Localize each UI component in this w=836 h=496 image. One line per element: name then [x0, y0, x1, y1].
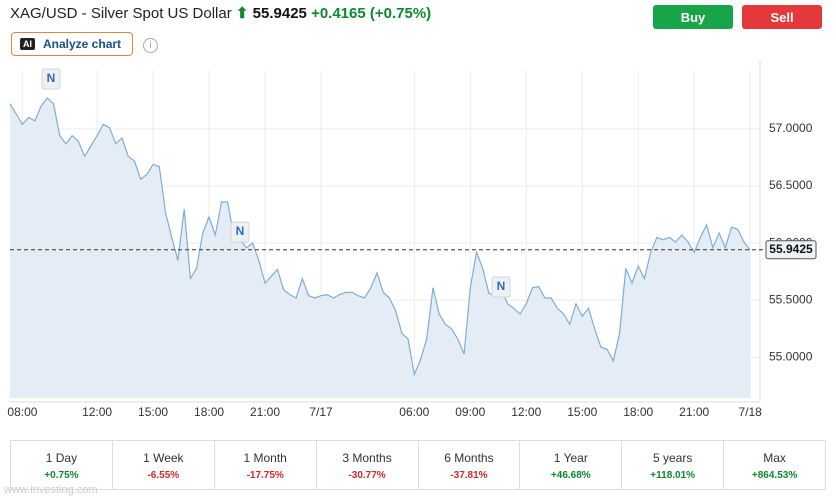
period-change: +118.01%	[650, 470, 696, 481]
area	[10, 98, 751, 398]
chart: 55.000055.500056.000056.500057.000008:00…	[7, 60, 817, 419]
x-tick-label: 08:00	[7, 405, 37, 419]
x-tick-label: 09:00	[455, 405, 485, 419]
news-marker	[230, 221, 250, 243]
symbol: XAG/USD - Silver Spot US Dollar	[10, 5, 232, 22]
period-label: 1 Week	[143, 451, 184, 465]
period-label: 1 Year	[553, 451, 588, 465]
x-tick-label: 7/18	[739, 405, 763, 419]
x-tick-label: 21:00	[679, 405, 709, 419]
x-tick-label: 15:00	[138, 405, 168, 419]
analyze-label: Analyze chart	[43, 37, 122, 51]
period-cell[interactable]: 1 Day +0.75%	[11, 441, 113, 489]
x-tick-label: 15:00	[567, 405, 597, 419]
line	[9, 97, 751, 377]
ai-badge: AI	[20, 38, 35, 50]
period-change: +0.75%	[44, 470, 79, 481]
x-tick-label: 18:00	[623, 405, 653, 419]
y-tick-label: 57.0000	[769, 121, 813, 135]
x-tick-label: 21:00	[250, 405, 280, 419]
period-label: Max	[763, 451, 786, 465]
period-cell[interactable]: 1 Week -6.55%	[113, 441, 215, 489]
last-price-box	[765, 240, 817, 260]
period-cell[interactable]: Max +864.53%	[724, 441, 825, 489]
period-table: 1 Day +0.75% 1 Week -6.55% 1 Month -17.75% 3 M…	[10, 440, 826, 490]
news-marker	[491, 276, 511, 298]
news-marker-label: N	[236, 224, 245, 238]
period-cell[interactable]: 1 Month -17.75%	[215, 441, 317, 489]
up-arrow: ⬆	[235, 5, 249, 22]
x-tick-label: 7/17	[309, 405, 333, 419]
change: +0.4165	[311, 5, 366, 22]
last-price-label: 55.9425	[769, 242, 813, 256]
period-change: -37.81%	[450, 470, 488, 481]
period-label: 3 Months	[342, 451, 392, 465]
news-marker-label: N	[497, 279, 506, 293]
period-cell[interactable]: 5 years +118.01%	[622, 441, 725, 489]
period-change: -30.77%	[348, 470, 386, 481]
period-label: 1 Day	[45, 451, 78, 465]
x-tick-label: 18:00	[194, 405, 224, 419]
period-label: 1 Month	[243, 451, 287, 465]
news-marker	[41, 68, 61, 90]
analyze-button[interactable]: AI Analyze chart	[11, 32, 133, 56]
period-cell[interactable]: 1 Year +46.68%	[520, 441, 623, 489]
footer-url: www.investing.com	[4, 484, 98, 496]
period-change: +46.68%	[550, 470, 591, 481]
period-change: -17.75%	[246, 470, 284, 481]
news-marker-label: N	[47, 71, 56, 85]
info-icon[interactable]: i	[143, 38, 158, 53]
x-tick-label: 06:00	[399, 405, 429, 419]
period-label: 5 years	[653, 451, 693, 465]
sell-button[interactable]: Sell	[742, 5, 822, 29]
period-cell[interactable]: 3 Months -30.77%	[317, 441, 419, 489]
period-label: 6 Months	[444, 451, 494, 465]
buy-button[interactable]: Buy	[653, 5, 733, 29]
period-change: +864.53%	[751, 470, 798, 481]
period-cell[interactable]: 6 Months -37.81%	[419, 441, 521, 489]
period-change: -6.55%	[147, 470, 180, 481]
y-tick-label: 55.5000	[769, 292, 813, 306]
header: XAG/USD - Silver Spot US Dollar ⬆ 55.942…	[10, 4, 431, 22]
change-percent: (+0.75%)	[369, 5, 432, 22]
y-tick-label: 55.0000	[769, 350, 813, 364]
x-tick-label: 12:00	[82, 405, 112, 419]
y-tick-label: 56.5000	[769, 178, 813, 192]
last-price: 55.9425	[252, 5, 307, 22]
x-tick-label: 12:00	[511, 405, 541, 419]
